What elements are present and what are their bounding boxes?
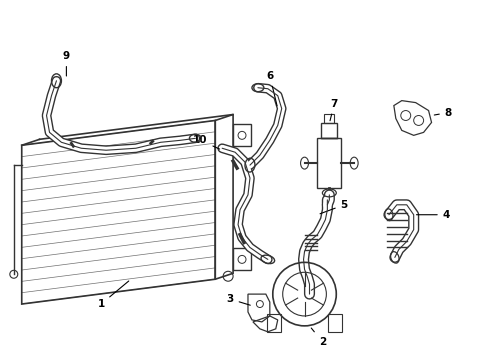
Text: 5: 5 [320, 200, 348, 214]
Text: 1: 1 [98, 281, 129, 309]
Text: 8: 8 [434, 108, 452, 117]
Text: 6: 6 [266, 71, 277, 106]
Text: 7: 7 [330, 99, 338, 121]
Bar [324, 113, 334, 123]
Bar [233, 125, 251, 146]
Bar [267, 314, 281, 332]
Bar [328, 314, 342, 332]
Text: 2: 2 [311, 328, 326, 347]
Bar [321, 123, 337, 138]
Text: 4: 4 [416, 210, 450, 220]
Text: 10: 10 [193, 135, 220, 149]
Text: 9: 9 [63, 51, 70, 76]
Bar [318, 138, 341, 188]
Bar [233, 248, 251, 270]
Text: 3: 3 [226, 294, 250, 305]
